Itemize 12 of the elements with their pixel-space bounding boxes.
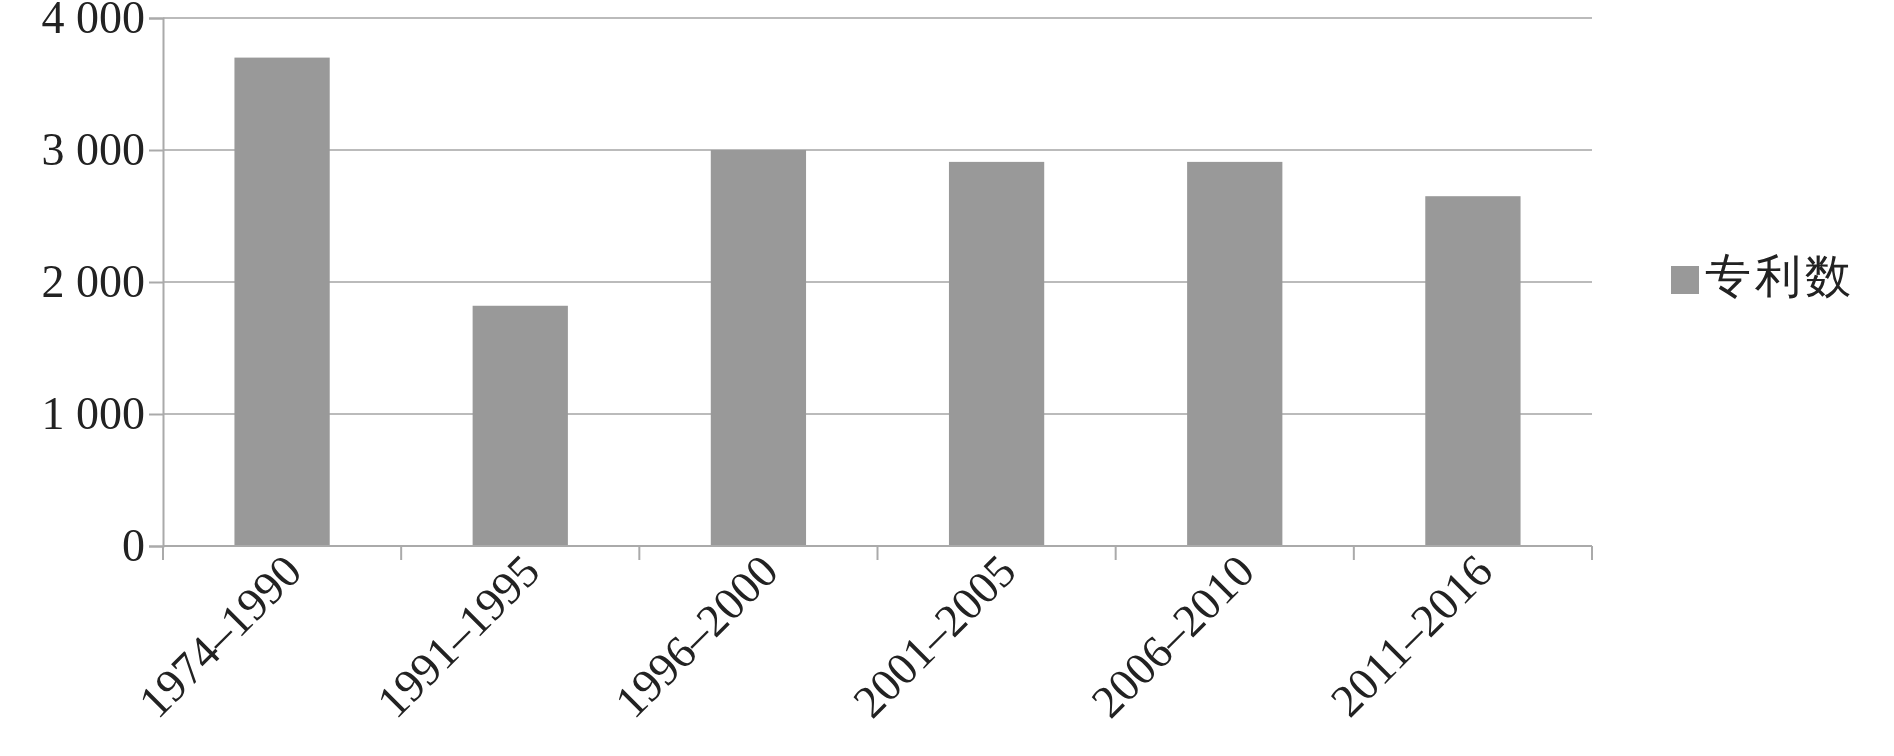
bar bbox=[1425, 196, 1521, 546]
y-tick-label: 1 000 bbox=[41, 388, 145, 440]
bar bbox=[472, 305, 568, 546]
y-tick-label: 3 000 bbox=[41, 124, 145, 176]
y-tick-label: 2 000 bbox=[41, 256, 145, 308]
legend-label: 专利数 bbox=[1705, 251, 1855, 302]
bar bbox=[234, 57, 330, 546]
y-tick-label: 0 bbox=[122, 520, 145, 572]
bar bbox=[948, 161, 1045, 546]
bar bbox=[710, 150, 807, 546]
y-tick-label: 4 000 bbox=[41, 0, 145, 44]
bar bbox=[1187, 161, 1283, 546]
